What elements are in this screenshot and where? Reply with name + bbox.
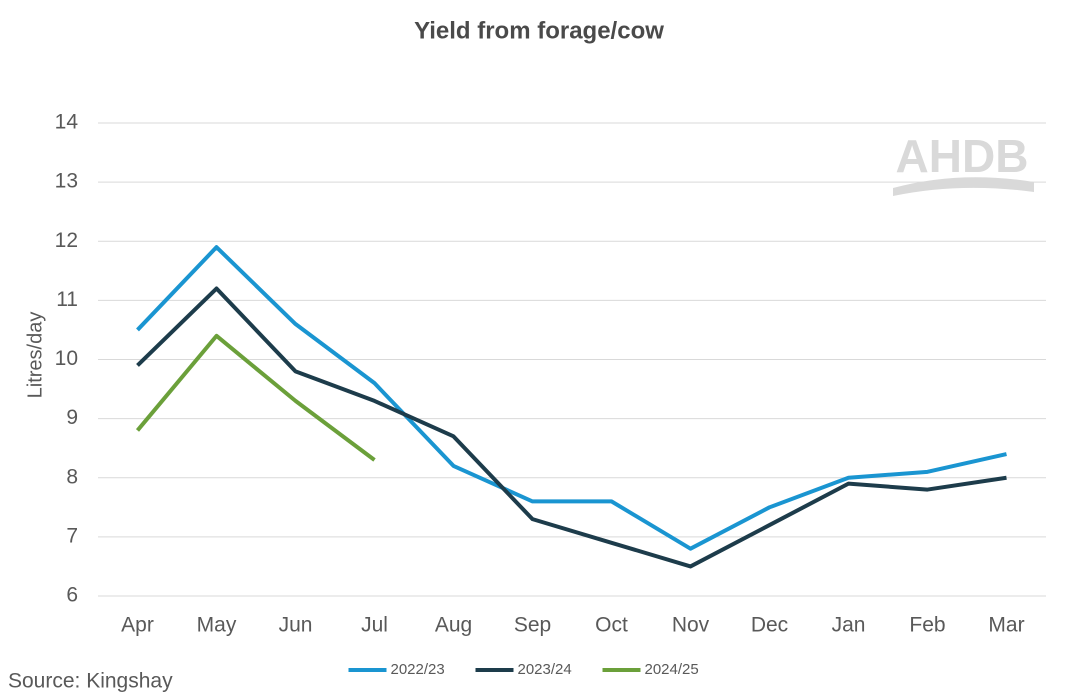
y-tick-label: 8	[66, 465, 78, 488]
y-tick-label: 11	[56, 288, 78, 311]
y-tick-label: 13	[55, 170, 78, 193]
x-tick-label: Sep	[514, 614, 551, 637]
source: Source: Kingshay	[8, 670, 173, 693]
series-line	[136, 286, 1007, 569]
y-tick-label: 12	[55, 229, 78, 252]
x-tick-label: Aug	[435, 614, 472, 637]
legend-label: 2024/25	[645, 661, 699, 678]
series-line	[136, 245, 1007, 551]
y-axis-label: Litres/day	[24, 312, 46, 399]
legend-label: 2023/24	[518, 661, 572, 678]
x-tick-label: Nov	[672, 614, 710, 637]
x-tick-label: Apr	[121, 614, 154, 637]
x-tick-label: Jun	[279, 614, 313, 637]
y-tick-label: 10	[55, 347, 78, 370]
x-tick-label: Mar	[988, 614, 1024, 637]
x-tick-label: Oct	[595, 614, 628, 637]
y-tick-label: 7	[66, 524, 78, 547]
legend-label: 2022/23	[391, 661, 445, 678]
y-tick-label: 14	[55, 111, 79, 134]
chart-title: Yield from forage/cow	[414, 17, 664, 44]
x-tick-label: Jan	[832, 614, 866, 637]
x-tick-label: Jul	[361, 614, 388, 637]
y-tick-label: 6	[66, 584, 78, 607]
x-tick-label: May	[197, 614, 237, 637]
x-tick-label: Feb	[909, 614, 945, 637]
x-tick-label: Dec	[751, 614, 788, 637]
y-tick-label: 9	[66, 406, 78, 429]
series-line	[135, 333, 376, 462]
watermark: AHDB	[896, 130, 1029, 182]
